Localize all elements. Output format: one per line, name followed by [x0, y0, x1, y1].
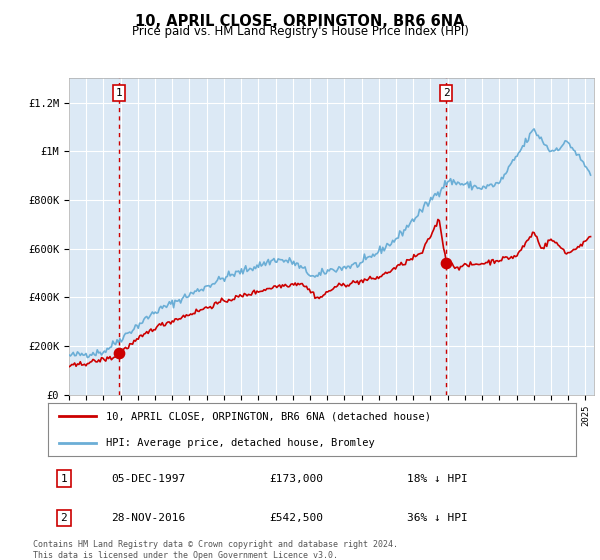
Text: £173,000: £173,000 — [270, 474, 324, 484]
Point — [115, 348, 124, 357]
Text: 10, APRIL CLOSE, ORPINGTON, BR6 6NA: 10, APRIL CLOSE, ORPINGTON, BR6 6NA — [135, 14, 465, 29]
Text: 05-DEC-1997: 05-DEC-1997 — [112, 474, 185, 484]
Text: 28-NOV-2016: 28-NOV-2016 — [112, 513, 185, 523]
Text: 18% ↓ HPI: 18% ↓ HPI — [407, 474, 468, 484]
Text: HPI: Average price, detached house, Bromley: HPI: Average price, detached house, Brom… — [106, 438, 375, 448]
Text: 2: 2 — [443, 88, 449, 98]
Text: 36% ↓ HPI: 36% ↓ HPI — [407, 513, 468, 523]
Text: £542,500: £542,500 — [270, 513, 324, 523]
Point — [442, 258, 451, 267]
Text: 1: 1 — [61, 474, 67, 484]
Text: 2: 2 — [61, 513, 67, 523]
Text: Contains HM Land Registry data © Crown copyright and database right 2024.
This d: Contains HM Land Registry data © Crown c… — [33, 540, 398, 560]
Text: 10, APRIL CLOSE, ORPINGTON, BR6 6NA (detached house): 10, APRIL CLOSE, ORPINGTON, BR6 6NA (det… — [106, 412, 431, 422]
Text: Price paid vs. HM Land Registry's House Price Index (HPI): Price paid vs. HM Land Registry's House … — [131, 25, 469, 38]
Text: 1: 1 — [116, 88, 122, 98]
